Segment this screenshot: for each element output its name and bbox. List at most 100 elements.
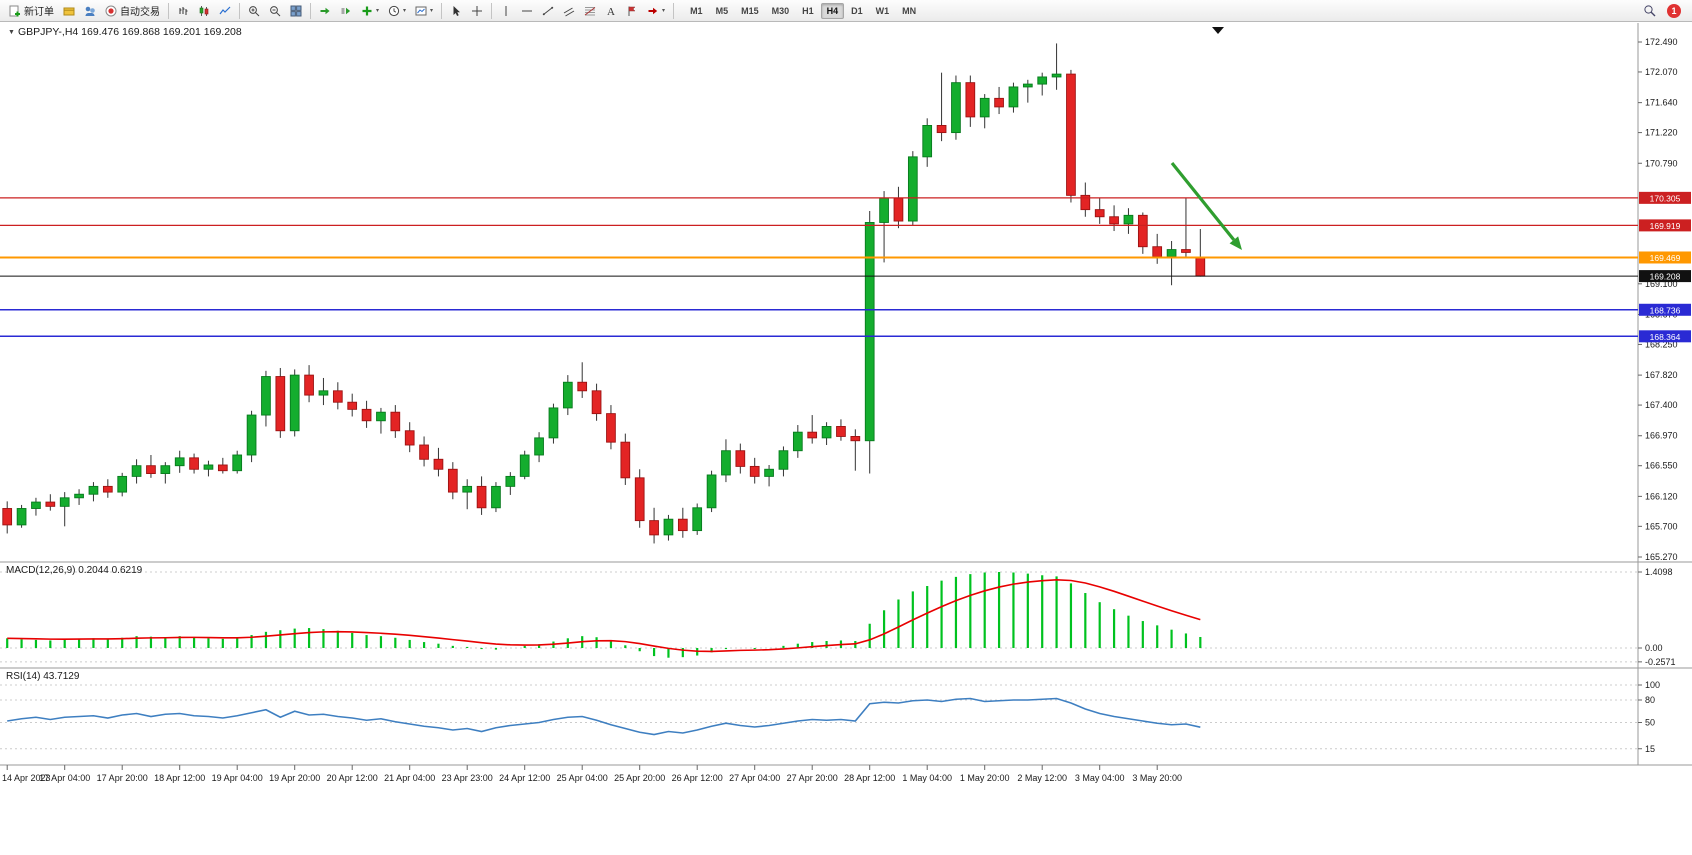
data-window-button[interactable]: [80, 1, 100, 20]
svg-text:165.700: 165.700: [1645, 521, 1678, 531]
svg-text:14 Apr 2023: 14 Apr 2023: [2, 773, 51, 783]
svg-text:15: 15: [1645, 744, 1655, 754]
auto-trading-button[interactable]: 自动交易: [101, 1, 164, 20]
horizontal-line-button[interactable]: [517, 1, 537, 20]
svg-text:169.208: 169.208: [1650, 272, 1681, 282]
toolbar-separator: [673, 2, 675, 19]
zoom-in-button[interactable]: [244, 1, 264, 20]
svg-text:171.640: 171.640: [1645, 98, 1678, 108]
chart-collapse-icon: ▼: [8, 28, 15, 36]
rsi-panel: 100 80 50 15: [0, 680, 1660, 754]
svg-text:80: 80: [1645, 695, 1655, 705]
svg-text:167.820: 167.820: [1645, 370, 1678, 380]
auto-trading-label: 自动交易: [120, 7, 160, 18]
arrows-button[interactable]: ▾: [643, 1, 669, 20]
chevron-down-icon: ▾: [403, 8, 407, 14]
market-watch-button[interactable]: [59, 1, 79, 20]
rsi-line: [7, 697, 1201, 736]
chart-shift-icon: [341, 7, 351, 14]
chevron-down-icon: ▾: [662, 8, 666, 14]
svg-text:1 May 04:00: 1 May 04:00: [902, 773, 952, 783]
auto-scroll-button[interactable]: [315, 1, 335, 20]
price-line-badge: [1639, 303, 1691, 316]
svg-text:23 Apr 23:00: 23 Apr 23:00: [442, 773, 493, 783]
horizontal-lines[interactable]: 170.305 169.919 169.469 169.208 168.736 168.3…: [0, 191, 1691, 343]
toolbar-separator: [491, 2, 493, 19]
auto-trading-icon: [105, 5, 117, 16]
svg-text:27 Apr 20:00: 27 Apr 20:00: [787, 773, 838, 783]
trendline-button[interactable]: [538, 1, 558, 20]
timeframe-m5[interactable]: M5: [715, 5, 729, 16]
search-button[interactable]: [1639, 1, 1660, 20]
svg-text:3 May 20:00: 3 May 20:00: [1132, 773, 1182, 783]
new-order-icon: [9, 5, 20, 16]
svg-text:100: 100: [1645, 680, 1660, 690]
crosshair-button[interactable]: [467, 1, 487, 20]
label-flag-icon: [628, 6, 636, 16]
timeframe-h4[interactable]: H4: [820, 2, 845, 19]
panel-separators: [0, 561, 1692, 766]
svg-text:21 Apr 04:00: 21 Apr 04:00: [384, 773, 435, 783]
timeframe-w1[interactable]: W1: [875, 5, 890, 16]
indicators-button[interactable]: ▾: [357, 1, 383, 20]
bar-chart-button[interactable]: [173, 1, 193, 20]
svg-text:24 Apr 12:00: 24 Apr 12:00: [499, 773, 550, 783]
horizontal-line-icon: [522, 10, 533, 11]
price-line-badge: [1639, 219, 1691, 232]
svg-text:168.736: 168.736: [1650, 305, 1681, 315]
indicators-icon: [362, 6, 372, 15]
label-button[interactable]: [622, 1, 642, 20]
svg-text:A: A: [607, 6, 615, 17]
chart-shift-button[interactable]: [336, 1, 356, 20]
svg-text:170.305: 170.305: [1650, 193, 1681, 203]
fibonacci-button[interactable]: [580, 1, 600, 20]
svg-text:2 May 12:00: 2 May 12:00: [1017, 773, 1067, 783]
svg-text:0.00: 0.00: [1645, 643, 1663, 653]
price-line-badge: [1639, 330, 1691, 343]
svg-text:166.550: 166.550: [1645, 461, 1678, 471]
notification-badge[interactable]: 1: [1667, 3, 1681, 18]
svg-text:168.250: 168.250: [1645, 339, 1678, 349]
cursor-button[interactable]: [446, 1, 466, 20]
channel-button[interactable]: [559, 1, 579, 20]
data-window-icon: [85, 6, 95, 16]
svg-text:28 Apr 12:00: 28 Apr 12:00: [844, 773, 895, 783]
trend-arrow[interactable]: [1170, 161, 1242, 250]
new-order-button[interactable]: 新订单: [5, 1, 58, 20]
svg-text:25 Apr 20:00: 25 Apr 20:00: [614, 773, 665, 783]
timeframe-h1[interactable]: H1: [802, 5, 814, 16]
templates-button[interactable]: ▾: [411, 1, 437, 20]
chart-shift-marker: [1212, 27, 1224, 34]
text-button[interactable]: A: [601, 1, 621, 20]
timeframe-m15[interactable]: M15: [741, 5, 759, 16]
bar-chart-icon: [179, 6, 188, 15]
svg-text:1 May 20:00: 1 May 20:00: [960, 773, 1010, 783]
svg-text:168.364: 168.364: [1650, 332, 1681, 342]
timeframe-m30[interactable]: M30: [771, 5, 790, 16]
periods-button[interactable]: ▾: [384, 1, 410, 20]
svg-text:172.070: 172.070: [1645, 67, 1678, 77]
tile-windows-button[interactable]: [286, 1, 306, 20]
zoom-out-icon: [270, 5, 281, 16]
timeframe-mn[interactable]: MN: [902, 5, 917, 16]
arrow-object-icon: [648, 7, 658, 14]
clock-icon: [388, 5, 400, 16]
line-chart-button[interactable]: [215, 1, 235, 20]
vertical-line-button[interactable]: [496, 1, 516, 20]
candlestick-chart-button[interactable]: [194, 1, 214, 20]
fibonacci-icon: [584, 6, 596, 15]
svg-text:169.100: 169.100: [1645, 279, 1678, 289]
trendline-icon: [542, 6, 554, 15]
price-line-badge: [1639, 251, 1691, 264]
price-line-badge: [1639, 191, 1691, 204]
timeframe-m1[interactable]: M1: [690, 5, 703, 16]
line-chart-icon: [219, 6, 231, 14]
price-axis[interactable]: 172.490 172.070 171.640 171.220 170.790 169.1…: [1637, 23, 1678, 765]
timeframe-d1[interactable]: D1: [851, 5, 863, 16]
chevron-down-icon: ▾: [430, 8, 434, 14]
macd-label: MACD(12,26,9) 0.2044 0.6219: [6, 565, 143, 576]
zoom-out-button[interactable]: [265, 1, 285, 20]
macd-signal-line: [7, 579, 1201, 653]
